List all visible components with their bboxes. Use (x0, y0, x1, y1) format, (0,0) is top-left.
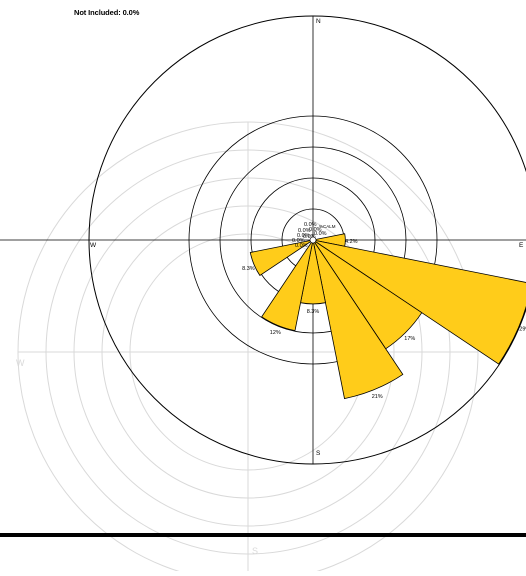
ghost-rose: WS (16, 121, 479, 576)
calm-label: %CALM (319, 224, 336, 229)
petal-label-zero: 0.0% (314, 231, 327, 237)
direction-label-e: E (519, 242, 524, 249)
petal-202.5 (261, 239, 314, 332)
petal-label-zero: 0.0% (304, 222, 317, 228)
petal-labels: 4.2%29%17%21%8.3%12%8.3%0.0%0.0%0.0%0.0%… (242, 222, 526, 400)
rose-rings (0, 15, 526, 465)
petal-label-zero: 0.0% (295, 243, 308, 249)
direction-label-s: S (316, 450, 321, 457)
not-included-label: Not Included: 0.0% (74, 8, 140, 17)
petal-247.5 (249, 239, 314, 277)
petal-label: 17% (404, 336, 415, 342)
direction-label-n: N (316, 18, 321, 25)
petal-112.5 (312, 239, 526, 365)
petal-label: 4.2% (345, 239, 358, 245)
petal-label-zero: 0.0% (297, 233, 310, 239)
petal-label-zero: 0.0% (292, 238, 305, 244)
petal-label-zero: 0.0% (298, 228, 311, 234)
ghost-direction-label: S (252, 546, 258, 556)
petal-label: 21% (372, 394, 383, 400)
petal-157.5 (312, 239, 404, 400)
rose-petals (249, 233, 526, 400)
calm-circle (309, 236, 317, 244)
petal-label: 8.3% (242, 266, 255, 272)
petal-label-zero: 0.0% (303, 234, 316, 240)
petal-label: 8.3% (307, 309, 320, 315)
section-divider (0, 533, 526, 537)
petal-label: 29% (519, 327, 526, 333)
direction-label-w: W (90, 242, 97, 249)
ghost-direction-label: W (16, 358, 25, 368)
petal-label: 12% (270, 330, 281, 336)
petal-label-zero: 0.0% (309, 227, 322, 233)
